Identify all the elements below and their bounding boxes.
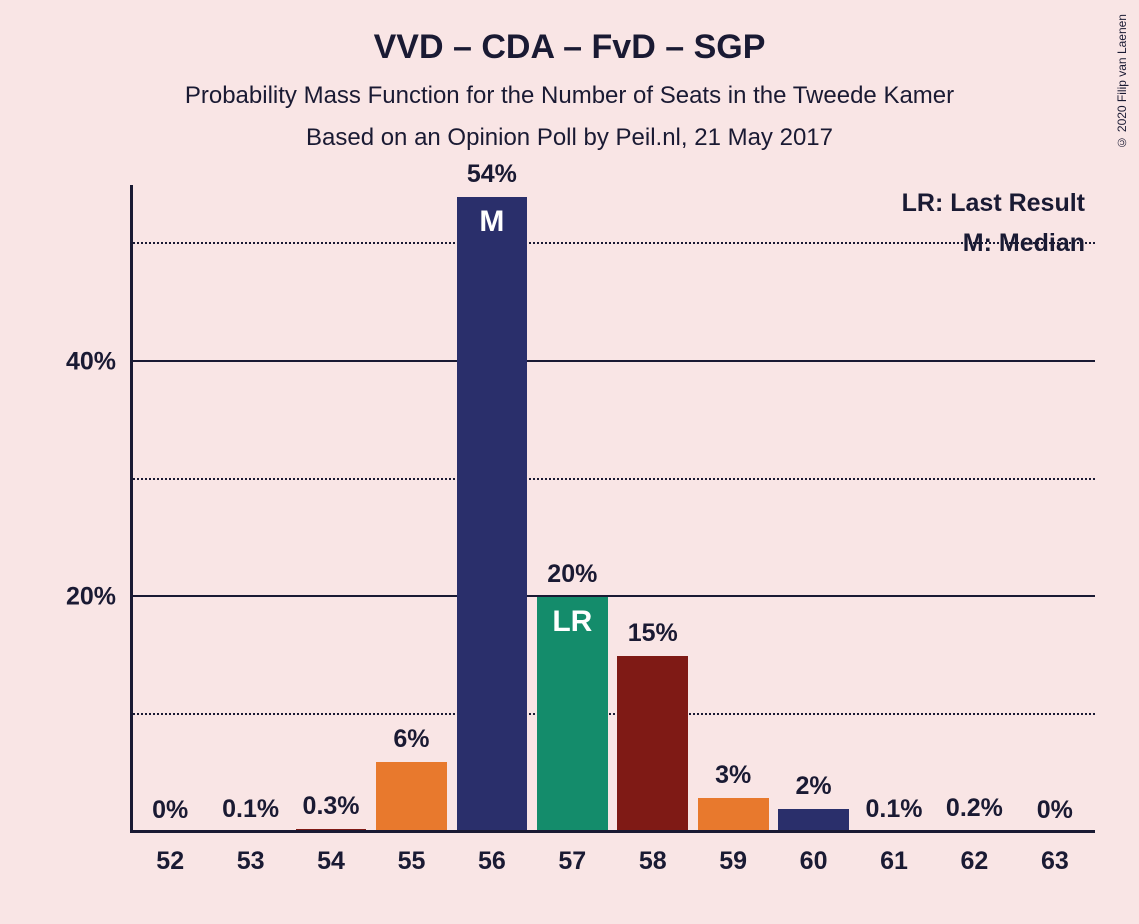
bar-value-label: 20% xyxy=(547,560,597,589)
bar-value-label: 0.1% xyxy=(222,795,279,824)
bar-inner-label: M xyxy=(479,205,504,239)
x-tick-label: 57 xyxy=(558,833,586,876)
x-tick-label: 62 xyxy=(961,833,989,876)
bars-container: 0%520.1%530.3%546%5554%M5620%LR5715%583%… xyxy=(130,185,1095,833)
bar-cell: 54%M56 xyxy=(452,185,532,833)
x-axis-line xyxy=(130,830,1095,833)
bar-value-label: 0% xyxy=(152,796,188,825)
bar-cell: 0.3%54 xyxy=(291,185,371,833)
bar-value-label: 54% xyxy=(467,160,517,189)
bar-cell: 2%60 xyxy=(773,185,853,833)
plot-area: 0%520.1%530.3%546%5554%M5620%LR5715%583%… xyxy=(130,185,1095,833)
bar-cell: 20%LR57 xyxy=(532,185,612,833)
bar-value-label: 0% xyxy=(1037,796,1073,825)
bar-cell: 0%52 xyxy=(130,185,210,833)
x-tick-label: 60 xyxy=(800,833,828,876)
bar xyxy=(376,762,447,833)
x-tick-label: 52 xyxy=(156,833,184,876)
y-tick-label: 40% xyxy=(66,347,130,376)
x-tick-label: 54 xyxy=(317,833,345,876)
x-tick-label: 58 xyxy=(639,833,667,876)
copyright-text: © 2020 Filip van Laenen xyxy=(1115,14,1129,149)
bar-value-label: 0.2% xyxy=(946,794,1003,823)
bar-value-label: 6% xyxy=(393,725,429,754)
y-axis-line xyxy=(130,185,133,833)
x-tick-label: 53 xyxy=(237,833,265,876)
bar-cell: 6%55 xyxy=(371,185,451,833)
chart-subtitle-2: Based on an Opinion Poll by Peil.nl, 21 … xyxy=(0,124,1139,152)
x-tick-label: 63 xyxy=(1041,833,1069,876)
bar xyxy=(617,656,688,833)
bar-value-label: 15% xyxy=(628,619,678,648)
x-tick-label: 59 xyxy=(719,833,747,876)
x-tick-label: 55 xyxy=(398,833,426,876)
y-tick-label: 20% xyxy=(66,583,130,612)
bar-value-label: 0.1% xyxy=(866,795,923,824)
chart-title: VVD – CDA – FvD – SGP xyxy=(0,28,1139,67)
bar-cell: 0.1%61 xyxy=(854,185,934,833)
chart-subtitle-1: Probability Mass Function for the Number… xyxy=(0,82,1139,110)
bar-value-label: 0.3% xyxy=(303,792,360,821)
bar-cell: 0%63 xyxy=(1015,185,1095,833)
bar-value-label: 3% xyxy=(715,761,751,790)
bar-value-label: 2% xyxy=(796,772,832,801)
bar xyxy=(457,197,528,833)
bar-cell: 0.2%62 xyxy=(934,185,1014,833)
bar-cell: 15%58 xyxy=(613,185,693,833)
bar-cell: 0.1%53 xyxy=(210,185,290,833)
bar-inner-label: LR xyxy=(552,605,592,639)
bar-cell: 3%59 xyxy=(693,185,773,833)
chart-canvas: VVD – CDA – FvD – SGP Probability Mass F… xyxy=(0,0,1139,924)
x-tick-label: 56 xyxy=(478,833,506,876)
bar xyxy=(698,798,769,833)
x-tick-label: 61 xyxy=(880,833,908,876)
